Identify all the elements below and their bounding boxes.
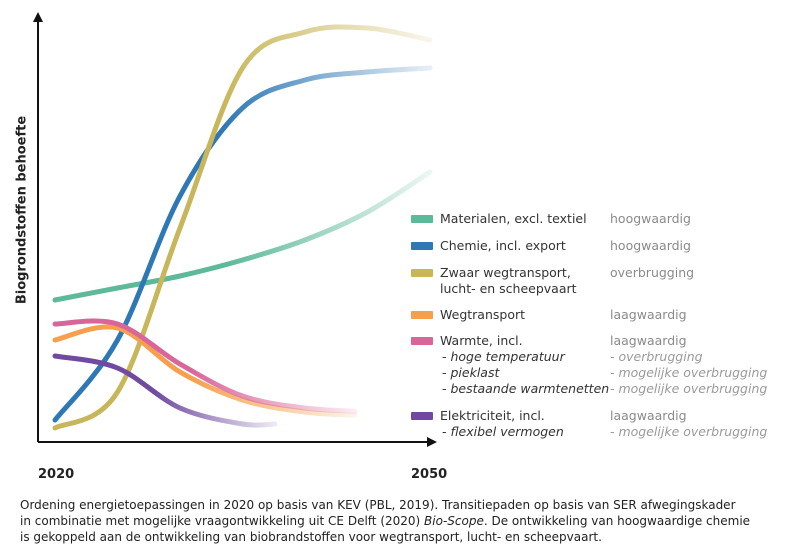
legend-class: hoogwaardig (610, 211, 691, 226)
chart (33, 12, 437, 447)
legend-class: hoogwaardig (610, 238, 691, 253)
legend-sub-class: - overbrugging (610, 349, 703, 364)
caption-line-3: is gekoppeld aan de ontwikkeling van bio… (20, 530, 602, 544)
series-layer (52, 24, 433, 431)
legend-label-line2: lucht- en scheepvaart (440, 281, 577, 296)
legend-label: Elektriciteit, incl. (440, 408, 545, 423)
legend-sub-label: - pieklast (442, 365, 500, 380)
axes (33, 12, 437, 447)
caption-line-1: Ordening energietoepassingen in 2020 op … (20, 498, 736, 512)
legend-swatch (411, 215, 433, 223)
legend-label: Warmte, incl. (440, 333, 523, 348)
legend-class: laagwaardig (610, 408, 687, 423)
figure-caption: Ordening energietoepassingen in 2020 op … (20, 497, 790, 545)
legend-label: Zwaar wegtransport, (440, 265, 571, 280)
legend-label: Wegtransport (440, 307, 526, 322)
series-line-elektriciteit (52, 353, 278, 428)
series-line-chemie (52, 65, 433, 423)
series-line-zwaar-wegtransport (52, 24, 433, 431)
series-line-wegtransport (52, 324, 358, 418)
caption-text: in combinatie met mogelijke vraagontwikk… (20, 514, 425, 528)
caption-line-2: in combinatie met mogelijke vraagontwikk… (20, 513, 790, 529)
legend-swatch (411, 337, 433, 345)
y-axis-arrow (33, 12, 43, 22)
legend-swatch (411, 412, 433, 420)
legend-swatch (411, 311, 433, 319)
legend-sub-class: - mogelijke overbrugging (610, 381, 768, 396)
x-tick-2020: 2020 (38, 467, 75, 482)
legend-sub-label: - bestaande warmtenetten (442, 381, 610, 396)
legend-label: Materialen, excl. textiel (440, 211, 587, 226)
x-axis-arrow (427, 437, 437, 447)
legend-sub-class: - mogelijke overbrugging (610, 424, 768, 439)
series-line-materialen (52, 169, 433, 303)
legend-swatch (411, 242, 433, 250)
y-axis-label: Biogrondstoffen behoefte (14, 115, 30, 305)
legend-sub-label: - hoge temperatuur (442, 349, 565, 364)
caption-text: . De ontwikkeling van hoogwaardige chemi… (483, 514, 751, 528)
legend-class: laagwaardig (610, 307, 687, 322)
legend-swatch (411, 269, 433, 277)
legend-class: overbrugging (610, 265, 695, 280)
legend-class: laagwaardig (610, 333, 687, 348)
series-line-warmte (52, 318, 358, 414)
legend-sub-label: - flexibel vermogen (442, 424, 564, 439)
x-tick-2050: 2050 (411, 467, 448, 482)
legend-sub-class: - mogelijke overbrugging (610, 365, 768, 380)
legend-label: Chemie, incl. export (440, 238, 566, 253)
caption-italic: Bio-Scope (424, 514, 484, 528)
